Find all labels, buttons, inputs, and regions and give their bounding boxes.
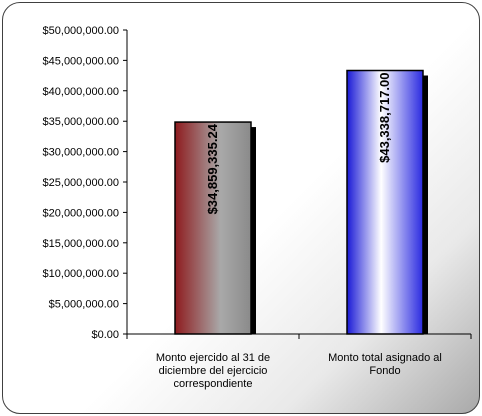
y-tick-label: $35,000,000.00 bbox=[43, 116, 119, 128]
y-tick-label: $15,000,000.00 bbox=[43, 238, 119, 250]
y-tick-label: $30,000,000.00 bbox=[43, 147, 119, 159]
category-label: diciembre del ejercicio bbox=[159, 365, 268, 377]
bar-chart: $0.00 $5,000,000.00 $10,000,000.00 $15,000,… bbox=[43, 25, 472, 390]
data-label: $34,859,335.24 bbox=[205, 123, 220, 214]
y-tick-label: $50,000,000.00 bbox=[43, 25, 119, 37]
data-label: $43,338,717.00 bbox=[377, 73, 392, 163]
category-label: Fondo bbox=[369, 365, 400, 377]
bar bbox=[346, 69, 424, 335]
y-tick-label: $5,000,000.00 bbox=[49, 299, 119, 311]
y-tick-label: $40,000,000.00 bbox=[43, 86, 119, 98]
bars bbox=[174, 69, 428, 335]
bar bbox=[174, 121, 252, 335]
labels: $34,859,335.24 Monto ejercido al 31 dedic… bbox=[156, 73, 442, 390]
y-tick-label: $25,000,000.00 bbox=[43, 177, 119, 189]
y-tick-label: $45,000,000.00 bbox=[43, 55, 119, 67]
category-label: Monto ejercido al 31 de bbox=[156, 352, 270, 364]
y-axis: $0.00 $5,000,000.00 $10,000,000.00 $15,000,… bbox=[43, 25, 472, 341]
category-label: Monto total asignado al bbox=[328, 352, 442, 364]
y-tick-label: $10,000,000.00 bbox=[43, 268, 119, 280]
y-tick-label: $20,000,000.00 bbox=[43, 207, 119, 219]
y-tick-label: $0.00 bbox=[91, 329, 119, 341]
category-label: correspondiente bbox=[174, 378, 253, 390]
